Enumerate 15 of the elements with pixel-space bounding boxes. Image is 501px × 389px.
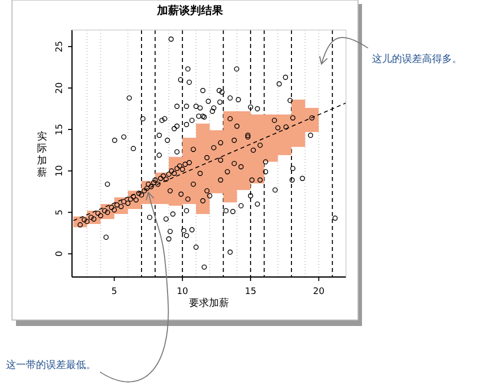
y-tick-label: 10 xyxy=(55,164,65,177)
y-tick-label: 5 xyxy=(55,209,65,216)
x-tick-label: 15 xyxy=(244,287,256,297)
y-tick-label: 20 xyxy=(55,82,65,94)
y-tick-label: 0 xyxy=(55,250,65,257)
x-tick-label: 5 xyxy=(111,287,118,297)
x-tick-label: 10 xyxy=(176,287,188,297)
y-axis-title: 实际加薪 xyxy=(37,130,47,178)
x-axis-title: 要求加薪 xyxy=(189,297,229,309)
annotation: 这一带的误差最低。 xyxy=(6,359,96,371)
annotation: 这儿的误差高得多。 xyxy=(372,53,462,65)
chart-title: 加薪谈判结果 xyxy=(156,4,224,17)
x-tick-label: 20 xyxy=(313,287,325,297)
y-tick-label: 15 xyxy=(55,124,65,136)
y-tick-label: 25 xyxy=(55,40,65,52)
